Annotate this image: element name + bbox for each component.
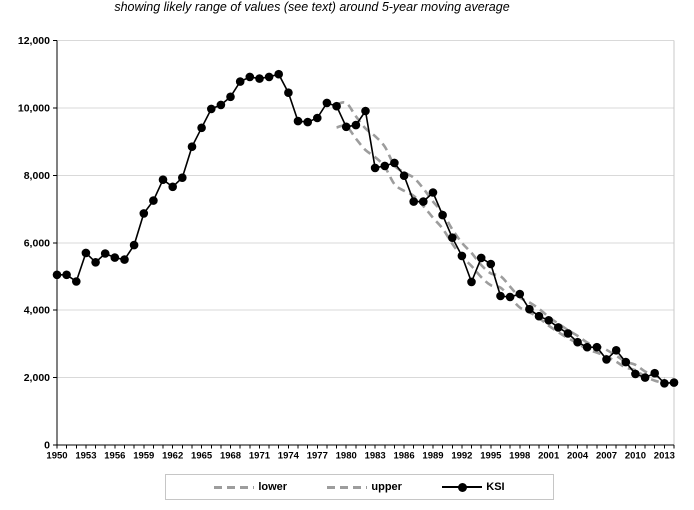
svg-text:1965: 1965	[191, 451, 213, 462]
svg-text:1977: 1977	[307, 451, 328, 462]
gridlines	[57, 40, 674, 379]
svg-text:2001: 2001	[538, 451, 560, 462]
svg-text:8,000: 8,000	[24, 170, 50, 182]
legend-item-upper: upper	[327, 481, 402, 493]
legend: lower upper KSI	[165, 474, 554, 500]
svg-text:12,000: 12,000	[18, 35, 50, 47]
chart-subtitle: showing likely range of values (see text…	[114, 0, 510, 14]
lower-dashed-line-swatch	[214, 485, 255, 489]
series-ksi	[52, 69, 679, 388]
svg-text:4,000: 4,000	[24, 305, 50, 317]
svg-text:1962: 1962	[162, 451, 183, 462]
svg-text:1992: 1992	[451, 451, 472, 462]
svg-text:1950: 1950	[46, 451, 67, 462]
svg-text:1959: 1959	[133, 451, 154, 462]
svg-text:1980: 1980	[336, 451, 357, 462]
svg-text:2013: 2013	[654, 451, 675, 462]
svg-text:1995: 1995	[480, 451, 502, 462]
svg-text:2,000: 2,000	[24, 372, 50, 384]
legend-label-upper: upper	[371, 481, 402, 493]
svg-text:6,000: 6,000	[24, 237, 50, 249]
svg-text:1968: 1968	[220, 451, 241, 462]
legend-item-ksi: KSI	[442, 481, 505, 493]
legend-label-lower: lower	[258, 481, 288, 493]
x-axis-labels: 1950 1953 1956 1959 1962 1965 1968 1971 1974 1977…	[46, 451, 675, 462]
svg-text:0: 0	[44, 440, 50, 452]
svg-text:1971: 1971	[249, 451, 271, 462]
axes	[53, 40, 675, 449]
svg-text:1953: 1953	[75, 451, 96, 462]
svg-text:1986: 1986	[393, 451, 414, 462]
svg-text:1989: 1989	[422, 451, 443, 462]
upper-dashed-line-swatch	[327, 485, 368, 489]
y-axis-labels: 0 2,000 4,000 6,000 8,000 10,000 12,000	[18, 35, 50, 452]
svg-text:1983: 1983	[365, 451, 386, 462]
svg-text:2007: 2007	[596, 451, 617, 462]
svg-text:2010: 2010	[625, 451, 646, 462]
legend-item-lower: lower	[214, 481, 287, 493]
svg-text:1974: 1974	[278, 451, 300, 462]
series-upper	[336, 100, 665, 380]
svg-text:2004: 2004	[567, 451, 589, 462]
legend-label-ksi: KSI	[486, 481, 505, 493]
svg-text:1956: 1956	[104, 451, 125, 462]
svg-text:1998: 1998	[509, 451, 530, 462]
ksi-line-marker-swatch	[442, 482, 483, 492]
svg-text:10,000: 10,000	[18, 102, 50, 114]
